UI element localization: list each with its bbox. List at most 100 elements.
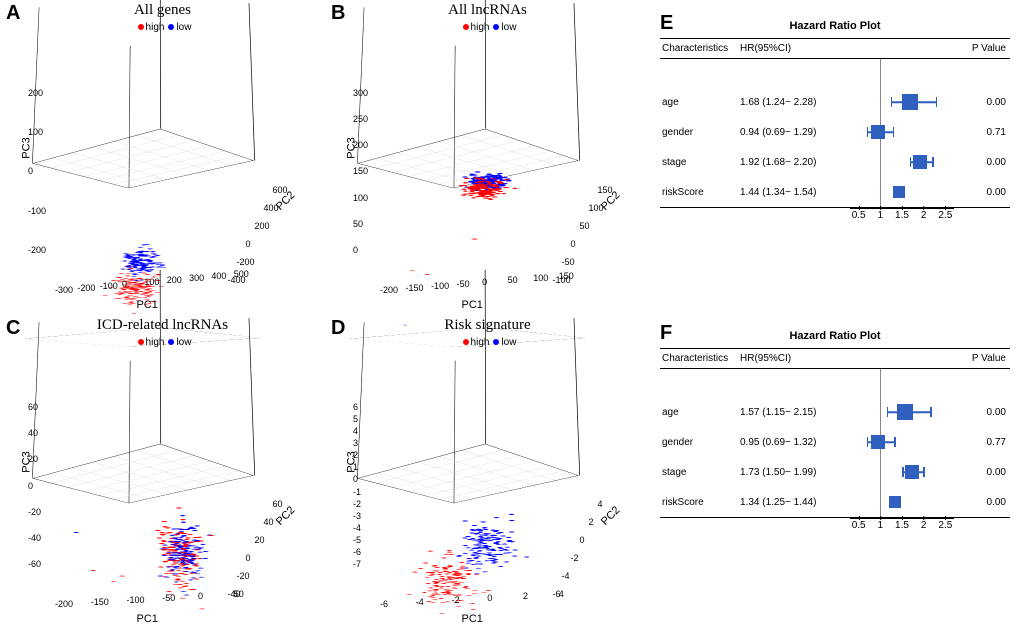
point-low <box>129 261 136 262</box>
point-high <box>488 186 495 188</box>
point-high <box>176 587 184 588</box>
point-low <box>498 184 505 186</box>
point-high <box>428 597 435 598</box>
point-low <box>190 530 197 532</box>
point-low <box>134 265 141 266</box>
point-high <box>431 582 438 583</box>
point-high <box>122 297 129 298</box>
point-high <box>430 599 438 600</box>
point-high <box>465 570 472 571</box>
forest-row-gender: gender0.95 (0.69− 1.32)0.77 <box>660 427 1010 457</box>
point-low <box>463 536 470 538</box>
point-low <box>185 559 193 560</box>
point-high <box>497 182 504 184</box>
point-low <box>125 258 132 259</box>
point-low <box>144 261 151 262</box>
point-low <box>171 573 179 574</box>
point-low <box>477 534 484 536</box>
legend-dot-low <box>493 24 499 30</box>
point-low <box>470 548 477 549</box>
point-low <box>128 262 135 263</box>
cube-floor <box>357 444 579 504</box>
point-low <box>189 558 197 559</box>
point-high <box>130 289 137 290</box>
point-high <box>467 187 474 189</box>
ztick-D-0: -7 <box>353 559 361 569</box>
point-low <box>133 268 140 269</box>
point-low <box>158 264 165 265</box>
point-low <box>178 535 186 537</box>
xtick-C-1: -150 <box>91 597 109 607</box>
point-high <box>147 290 154 291</box>
point-low <box>174 544 182 545</box>
point-low <box>467 532 474 534</box>
point-high <box>481 192 488 194</box>
point-low <box>148 251 155 252</box>
point-high <box>469 197 476 199</box>
point-high <box>470 238 478 239</box>
point-low <box>476 186 483 188</box>
panel-E-forest-plot: Hazard Ratio PlotCharacteristicsHR(95%CI… <box>660 20 1010 230</box>
point-low <box>175 547 183 548</box>
point-high <box>134 284 141 285</box>
point-low <box>487 549 494 550</box>
point-high <box>135 278 142 279</box>
point-high <box>478 196 485 198</box>
point-high <box>192 578 200 579</box>
point-high <box>158 534 166 536</box>
point-low <box>489 556 496 557</box>
point-high <box>464 186 471 188</box>
ytick-B-5: 150 <box>598 185 613 195</box>
point-high <box>450 581 458 582</box>
point-low <box>489 539 496 540</box>
point-low <box>471 552 478 553</box>
point-low <box>178 549 186 550</box>
point-high <box>167 538 175 540</box>
point-low <box>180 567 188 568</box>
point-low <box>485 183 492 185</box>
point-low <box>131 265 138 266</box>
point-high <box>165 560 173 561</box>
point-high <box>444 550 451 551</box>
point-high <box>191 555 199 556</box>
point-low <box>181 594 189 595</box>
point-low <box>177 529 185 531</box>
point-high <box>481 193 488 195</box>
point-high <box>484 182 491 184</box>
point-high <box>112 293 120 294</box>
point-low <box>176 546 184 547</box>
point-high <box>486 190 493 192</box>
point-low <box>130 274 137 275</box>
legend-text-high: high <box>146 22 165 33</box>
point-high <box>165 547 173 549</box>
point-low <box>135 255 142 256</box>
point-high <box>183 553 191 554</box>
point-low <box>172 543 180 545</box>
axis-tick: 0.5 <box>852 210 866 221</box>
point-low <box>159 267 166 268</box>
point-high <box>480 186 487 188</box>
point-high <box>420 592 427 593</box>
point-low <box>136 255 143 256</box>
point-high <box>133 289 140 290</box>
point-high <box>142 290 149 291</box>
ztick-A-3: 100 <box>28 127 43 137</box>
point-low <box>164 566 172 567</box>
point-high <box>169 544 177 545</box>
point-high <box>492 187 499 189</box>
ytick-C-0: -40 <box>228 589 241 599</box>
ztick-A-2: 0 <box>28 166 33 176</box>
point-high <box>425 590 432 591</box>
point-low <box>138 267 145 268</box>
point-low <box>127 271 134 272</box>
point-high <box>160 526 168 528</box>
point-low <box>469 539 476 540</box>
point-high <box>488 184 495 186</box>
point-high <box>121 291 128 292</box>
point-high <box>449 574 456 575</box>
point-high <box>485 188 492 190</box>
point-low <box>146 260 153 261</box>
ytick-D-3: 0 <box>580 535 585 545</box>
point-low <box>143 255 150 256</box>
point-low <box>131 262 139 263</box>
